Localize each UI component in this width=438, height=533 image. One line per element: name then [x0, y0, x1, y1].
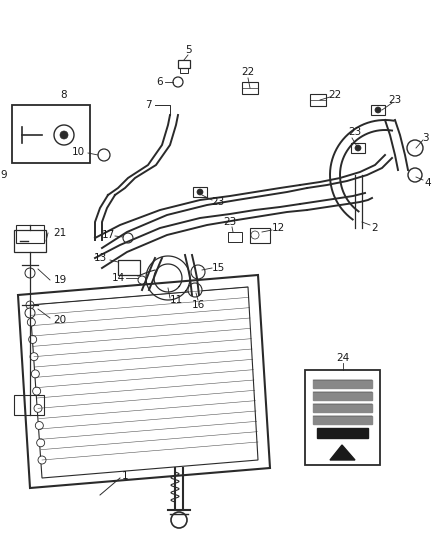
Circle shape: [355, 145, 361, 151]
Text: 15: 15: [212, 263, 225, 273]
Text: 22: 22: [328, 90, 342, 100]
Text: 2: 2: [372, 223, 378, 233]
Bar: [12, 105, 90, 163]
Polygon shape: [330, 445, 355, 460]
Circle shape: [38, 456, 46, 464]
Text: 1: 1: [122, 471, 128, 481]
Text: 3: 3: [422, 133, 428, 143]
Polygon shape: [317, 428, 368, 438]
Circle shape: [191, 265, 205, 279]
Circle shape: [26, 301, 34, 309]
Circle shape: [35, 422, 43, 430]
Bar: [250, 228, 270, 243]
Circle shape: [28, 335, 37, 343]
Polygon shape: [313, 404, 372, 412]
Polygon shape: [313, 392, 372, 400]
Bar: [242, 82, 258, 94]
Bar: [180, 68, 188, 73]
Text: 11: 11: [170, 295, 183, 305]
Text: 22: 22: [241, 67, 254, 77]
Bar: [371, 105, 385, 115]
Circle shape: [54, 125, 74, 145]
Text: 23: 23: [212, 197, 225, 207]
Text: 21: 21: [53, 228, 67, 238]
Bar: [14, 395, 44, 415]
Bar: [14, 230, 46, 252]
Text: 7: 7: [145, 100, 151, 110]
Bar: [193, 187, 207, 197]
Circle shape: [138, 276, 146, 284]
Text: 10: 10: [71, 147, 85, 157]
Text: 17: 17: [101, 230, 115, 240]
Circle shape: [197, 189, 203, 195]
Text: 19: 19: [53, 275, 67, 285]
Circle shape: [408, 168, 422, 182]
Circle shape: [34, 405, 42, 413]
Text: 20: 20: [53, 315, 67, 325]
Polygon shape: [313, 380, 372, 388]
Circle shape: [251, 231, 259, 239]
Circle shape: [173, 77, 183, 87]
Polygon shape: [313, 416, 372, 424]
Circle shape: [30, 353, 38, 361]
Text: 24: 24: [336, 353, 350, 363]
Bar: [310, 94, 326, 106]
Text: 13: 13: [93, 253, 106, 263]
Text: 4: 4: [425, 178, 431, 188]
Text: 5: 5: [185, 45, 191, 55]
Circle shape: [407, 140, 423, 156]
Circle shape: [25, 308, 35, 318]
Circle shape: [375, 107, 381, 113]
Bar: [228, 232, 242, 242]
Bar: [118, 260, 140, 275]
Circle shape: [188, 283, 202, 297]
Text: 14: 14: [111, 273, 125, 283]
Circle shape: [32, 370, 39, 378]
Text: 23: 23: [348, 127, 362, 137]
Text: 12: 12: [272, 223, 285, 233]
Text: 8: 8: [61, 90, 67, 100]
Bar: [305, 370, 380, 465]
Bar: [16, 225, 44, 243]
Circle shape: [37, 439, 45, 447]
Circle shape: [33, 387, 41, 395]
Text: 6: 6: [157, 77, 163, 87]
Circle shape: [27, 318, 35, 326]
Circle shape: [98, 149, 110, 161]
Text: 23: 23: [389, 95, 402, 105]
Circle shape: [123, 233, 133, 243]
Text: 23: 23: [223, 217, 237, 227]
Circle shape: [25, 268, 35, 278]
Bar: [178, 60, 190, 68]
Bar: [351, 143, 365, 153]
Text: 9: 9: [1, 170, 7, 180]
Circle shape: [60, 131, 68, 139]
Text: 16: 16: [191, 300, 205, 310]
